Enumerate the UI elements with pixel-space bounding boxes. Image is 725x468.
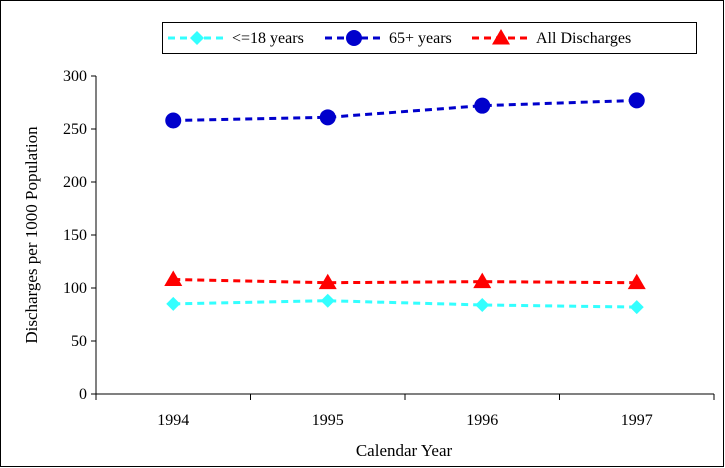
data-point <box>320 293 335 308</box>
x-axis-title: Calendar Year <box>356 441 453 460</box>
legend-label: 65+ years <box>389 30 452 47</box>
legend-item-all-discharges: All Discharges <box>472 29 631 47</box>
legend-item-65-years: 65+ years <box>325 30 452 47</box>
legend: <=18 years 65+ years All Discharges <box>162 22 697 54</box>
series-line <box>173 98 637 123</box>
x-tick-label: 1996 <box>466 412 498 429</box>
series-line <box>173 278 637 285</box>
legend-label: <=18 years <box>232 30 304 47</box>
data-point <box>318 273 337 290</box>
x-tick-label: 1995 <box>312 412 344 429</box>
legend-marker <box>346 30 362 46</box>
y-tick-label: 0 <box>79 386 87 403</box>
y-ticks: 0 50 100 150 200 250 300 <box>63 68 96 403</box>
data-point <box>319 109 336 126</box>
x-tick-label: 1994 <box>157 412 189 429</box>
x-ticks: 1994 1995 1996 1997 <box>95 394 715 429</box>
series-18-years <box>166 293 644 315</box>
y-tick-label: 300 <box>63 68 87 85</box>
data-point <box>166 296 181 311</box>
data-point <box>164 270 183 286</box>
x-tick-label: 1997 <box>621 412 653 429</box>
series-65-years <box>165 92 645 129</box>
legend-label: All Discharges <box>536 30 631 47</box>
data-point <box>627 273 646 290</box>
data-point <box>473 272 492 289</box>
y-tick-label: 150 <box>63 227 87 244</box>
y-axis-title: Discharges per 1000 Population <box>22 126 41 344</box>
y-tick-label: 50 <box>71 333 87 350</box>
y-tick-label: 250 <box>63 121 87 138</box>
series-line <box>173 299 637 309</box>
series-all-discharges <box>164 270 646 290</box>
y-tick-label: 200 <box>63 174 87 191</box>
data-point <box>165 112 182 129</box>
data-point <box>475 297 490 312</box>
legend-marker <box>190 31 204 45</box>
data-point <box>628 92 645 109</box>
legend-marker <box>492 29 510 45</box>
legend-box <box>162 22 697 54</box>
data-point <box>474 97 491 114</box>
legend-item-18-years: <=18 years <box>168 30 304 47</box>
series-layer <box>164 92 646 315</box>
data-point <box>629 300 644 315</box>
y-tick-label: 100 <box>63 280 87 297</box>
